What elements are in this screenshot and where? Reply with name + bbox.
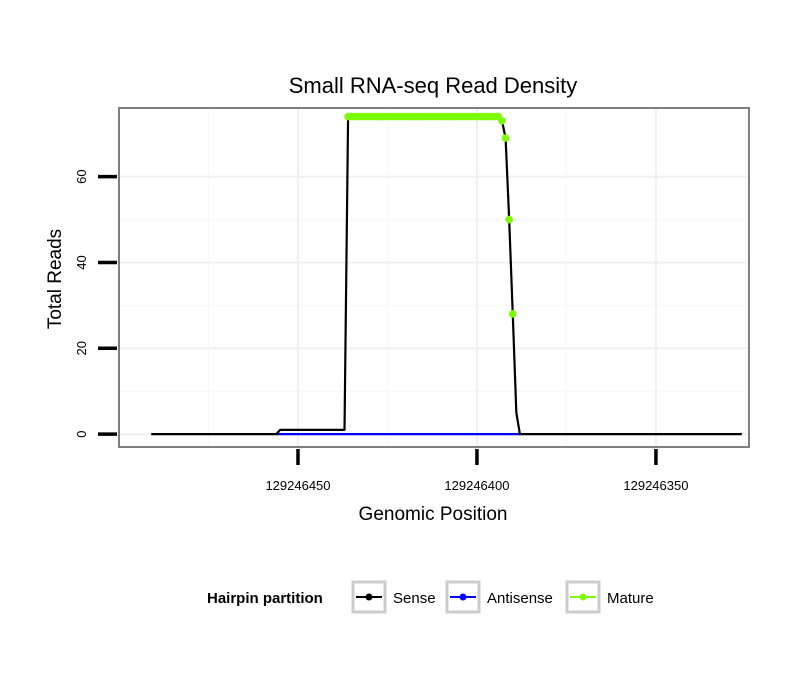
legend: Hairpin partition Sense Antisense Mature bbox=[207, 580, 654, 614]
legend-key-point bbox=[459, 593, 467, 601]
y-tick-label: 20 bbox=[74, 341, 89, 355]
series-line-sense bbox=[151, 115, 742, 436]
legend-key-point bbox=[365, 593, 373, 601]
chart-title: Small RNA-seq Read Density bbox=[289, 73, 578, 98]
mature-point bbox=[498, 117, 506, 125]
legend-label: Sense bbox=[393, 590, 436, 607]
legend-key-point bbox=[579, 593, 587, 601]
x-axis: 129246450 129246400 129246350 bbox=[265, 449, 688, 493]
gridlines bbox=[119, 108, 749, 447]
plot-area bbox=[118, 107, 750, 448]
x-axis-title: Genomic Position bbox=[359, 504, 508, 525]
legend-entry-mature: Mature bbox=[565, 580, 654, 614]
y-axis: 0 20 40 60 bbox=[74, 169, 117, 438]
y-axis-title: Total Reads bbox=[45, 229, 66, 329]
x-tick-label: 129246400 bbox=[444, 478, 509, 493]
points-layer bbox=[344, 112, 517, 318]
mature-point bbox=[505, 215, 513, 224]
mature-point bbox=[508, 310, 517, 318]
legend-label: Mature bbox=[607, 590, 654, 607]
plot-border bbox=[118, 107, 750, 448]
legend-entry-antisense: Antisense bbox=[445, 580, 553, 614]
y-tick-label: 0 bbox=[74, 431, 89, 438]
x-tick-label: 129246350 bbox=[623, 478, 688, 493]
legend-title: Hairpin partition bbox=[207, 590, 323, 607]
mature-point bbox=[501, 134, 510, 142]
legend-label: Antisense bbox=[487, 590, 553, 607]
y-tick-label: 40 bbox=[74, 255, 89, 269]
x-tick-label: 129246450 bbox=[265, 478, 330, 493]
legend-entry-sense: Sense bbox=[351, 580, 436, 614]
y-tick-label: 60 bbox=[74, 169, 89, 183]
series-layer bbox=[151, 115, 742, 436]
plot-background bbox=[119, 108, 749, 447]
